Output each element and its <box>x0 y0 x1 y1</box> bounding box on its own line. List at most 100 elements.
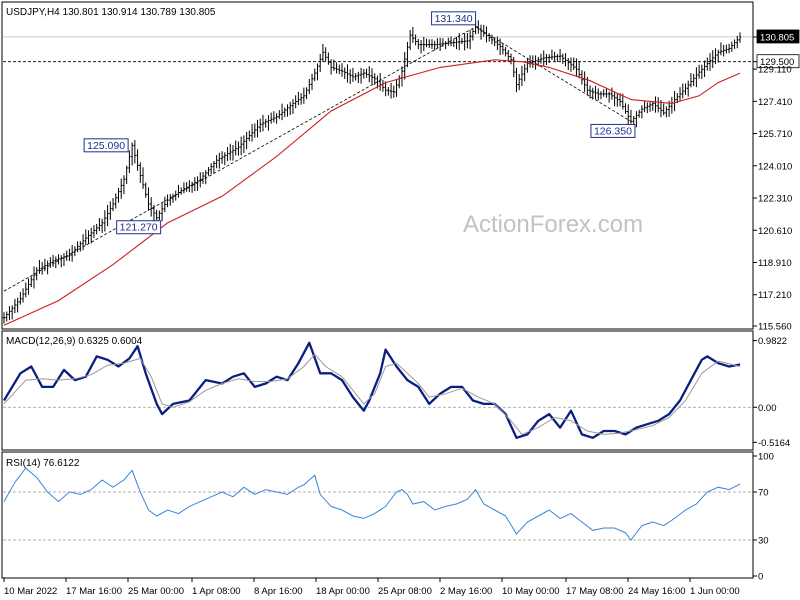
candle <box>493 37 496 47</box>
rsi-tick-label: 70 <box>758 488 769 499</box>
candle <box>466 32 469 49</box>
candle <box>234 140 237 156</box>
price-tick-label: 127.410 <box>758 97 792 108</box>
candle <box>343 67 346 80</box>
candle <box>542 50 545 66</box>
candle <box>231 145 235 161</box>
candle <box>580 70 584 85</box>
candle <box>283 107 286 118</box>
price-panel-title: USDJPY,H4 130.801 130.914 130.789 130.80… <box>6 7 216 18</box>
candle <box>354 73 357 81</box>
candle <box>365 68 368 78</box>
candle <box>624 103 627 114</box>
candle <box>316 63 319 81</box>
candle <box>250 124 254 142</box>
candle <box>370 68 374 85</box>
candle <box>302 87 306 104</box>
candle <box>433 40 436 51</box>
candle <box>362 68 366 79</box>
candle <box>163 196 167 213</box>
candle <box>490 34 494 45</box>
x-tick-label: 17 May 08:00 <box>566 586 624 597</box>
candle <box>727 43 731 54</box>
price-panel: 131.340 125.090 121.270 126.350 130.805 129.5… <box>2 11 800 333</box>
candle <box>278 110 281 120</box>
candle <box>209 163 213 175</box>
annotation-label: 125.090 <box>87 140 125 152</box>
candle <box>657 97 660 113</box>
candle <box>177 185 180 198</box>
macd-signal-line <box>3 353 741 435</box>
candle <box>150 197 153 217</box>
candle <box>62 253 66 267</box>
candle <box>275 113 278 124</box>
annotation-126-350: 126.350 <box>590 123 636 138</box>
candle <box>697 64 701 79</box>
candle <box>618 93 622 107</box>
candle <box>109 201 112 220</box>
candle <box>403 51 406 80</box>
candle <box>357 71 360 84</box>
candle <box>597 88 600 101</box>
candle <box>43 258 47 272</box>
candle <box>512 56 515 78</box>
candle <box>534 55 537 70</box>
candle <box>65 250 68 261</box>
candle <box>561 53 565 64</box>
x-tick-label: 2 May 16:00 <box>440 586 492 597</box>
candle <box>261 114 265 132</box>
price-tick-label: 124.010 <box>758 161 792 172</box>
price-tick-label: 118.910 <box>758 258 792 269</box>
candle <box>575 58 578 77</box>
candle <box>106 204 109 227</box>
candle <box>711 50 714 68</box>
candle <box>687 80 690 97</box>
candle <box>54 256 57 269</box>
candle <box>422 36 425 51</box>
candle <box>706 57 709 71</box>
x-tick-label: 17 Mar 16:00 <box>66 586 122 597</box>
candle <box>24 282 28 298</box>
candle <box>477 20 480 34</box>
candle <box>160 203 164 222</box>
annotation-label: 131.340 <box>435 13 473 25</box>
candle <box>46 260 49 275</box>
candle <box>5 311 8 322</box>
candle <box>665 106 668 118</box>
price-tag-box <box>756 54 800 69</box>
price-tag-label: 129.500 <box>760 57 794 68</box>
candle <box>166 194 169 208</box>
candle <box>646 102 649 114</box>
candle <box>515 67 518 93</box>
candle <box>286 104 289 117</box>
candle <box>408 29 412 51</box>
candle <box>95 223 98 235</box>
candle <box>501 43 505 55</box>
candle <box>392 85 396 98</box>
macd-panel: 0.9822 0.00 -0.5164 <box>3 336 790 449</box>
x-tick-label: 10 May 00:00 <box>502 586 560 597</box>
x-tick-label: 10 Mar 2022 <box>4 586 57 597</box>
candle <box>51 254 55 267</box>
candle <box>111 197 115 212</box>
candle <box>689 73 693 88</box>
candle <box>640 105 644 119</box>
macd-tick-label: 0.9822 <box>758 336 787 347</box>
candle <box>133 140 137 164</box>
candle <box>196 176 199 191</box>
candle <box>212 160 216 173</box>
candle <box>346 64 349 83</box>
candle <box>291 99 295 114</box>
candle <box>120 178 123 199</box>
candle <box>190 181 194 193</box>
candle <box>662 103 665 116</box>
candle <box>643 101 646 113</box>
candle <box>269 112 273 124</box>
candle <box>468 30 472 50</box>
candle <box>155 209 158 221</box>
candle <box>68 248 71 261</box>
candle <box>305 87 308 100</box>
candle <box>264 119 267 128</box>
candle <box>648 101 652 112</box>
